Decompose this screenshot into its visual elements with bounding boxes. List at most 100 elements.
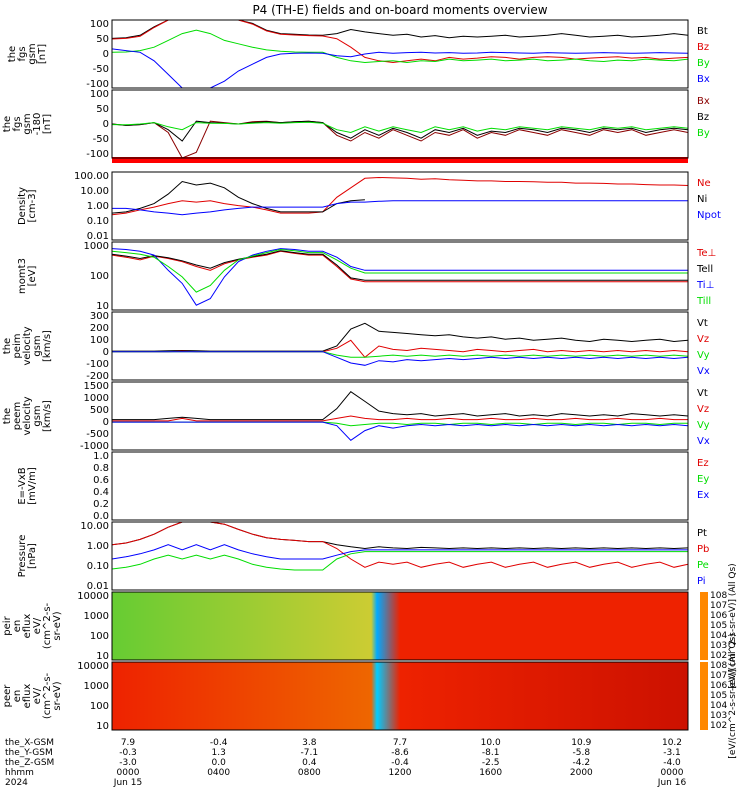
series-Bz (111, 19, 689, 64)
series-Tell (111, 250, 688, 281)
legend-Pi: Pi (697, 576, 706, 587)
panel-frame (111, 19, 689, 89)
series-Pb (111, 521, 689, 568)
y-tick-label: 0.6 (93, 475, 109, 486)
series-Pe (111, 551, 688, 571)
y-tick-label: 100 (90, 271, 109, 282)
y-axis-label-line: velocity (22, 396, 33, 435)
legend-Bx: Bx (697, 74, 710, 85)
y-axis-label-line: gsm (22, 113, 33, 134)
legend-Pt: Pt (697, 528, 707, 539)
y-tick-label: 300 (90, 311, 109, 322)
y-tick-label: 0.01 (87, 231, 109, 242)
x-axis-value: -3.1 (663, 748, 681, 758)
y-axis-label-line: eV/ (32, 687, 43, 704)
y-tick-label: 10000 (77, 661, 109, 672)
y-tick-label: 10 (96, 721, 109, 732)
legend-By: By (697, 128, 710, 139)
y-axis-label: thepeimvelocitygsm[km/s] (2, 326, 53, 365)
heatmap-fill (112, 662, 688, 730)
legend-Ez: Ez (697, 458, 709, 469)
x-axis-value: 1200 (389, 768, 412, 778)
y-tick-label: 50 (96, 34, 109, 45)
y-axis-label: momt3[eV] (17, 258, 38, 294)
y-tick-label: 100 (90, 89, 109, 100)
series-Bx (111, 48, 689, 89)
colorbar-tick: 108 (710, 661, 727, 671)
legend-Tell: Tell (696, 264, 713, 275)
y-tick-label: 10 (96, 301, 109, 312)
x-axis-value: Jun 15 (113, 778, 142, 788)
legend-Vy: Vy (697, 420, 710, 431)
y-tick-label: 1500 (84, 381, 109, 392)
y-tick-label: 10.00 (80, 186, 109, 197)
y-axis-label-line: gsm (27, 43, 38, 64)
panels: BtBzByBx100500-50-100thefgsgsm[nT]BxBzBy… (0, 19, 738, 759)
y-tick-label: 1000 (84, 393, 109, 404)
x-axis-value: 7.9 (121, 738, 136, 748)
series-Ni (111, 180, 365, 214)
y-tick-label: 1.00 (87, 541, 109, 552)
legend-Ne: Ne (697, 178, 711, 189)
y-tick-label: 1.0 (93, 451, 109, 462)
y-tick-label: 1.00 (87, 201, 109, 212)
legend-Bz: Bz (697, 112, 709, 123)
series-Till (111, 248, 688, 293)
y-axis-label-line: the (2, 116, 13, 132)
x-axis-value: -0.4 (210, 738, 228, 748)
x-axis-value: 0800 (298, 768, 321, 778)
y-tick-label: 10.00 (80, 521, 109, 532)
series-By (111, 121, 689, 134)
legend-Bt: Bt (697, 26, 708, 37)
x-axis-value: -7.1 (301, 748, 319, 758)
colorbar (700, 662, 708, 730)
y-tick-label: 0.01 (87, 581, 109, 592)
heatmap-fill (112, 592, 688, 660)
colorbar-tick: 104 (710, 631, 727, 641)
y-axis-label-line: fgs (12, 116, 23, 131)
x-axis-value: 1.3 (212, 748, 226, 758)
y-axis-label-line: en (12, 690, 23, 703)
y-tick-label: 0 (103, 119, 109, 130)
y-tick-label: 0.10 (87, 216, 109, 227)
x-axis-value: 1600 (479, 768, 502, 778)
x-axis-row-label: hhmm (5, 768, 34, 778)
y-axis-label-line: peem (12, 402, 23, 430)
series-Vt (112, 322, 689, 352)
series-Bz (111, 120, 689, 142)
y-tick-label: 200 (90, 323, 109, 334)
panel-density: Ne Ni Npot 100.00 10.00 1.00 0.10 0.01 Density[c… (17, 171, 721, 242)
y-axis-label-line: the (0, 688, 3, 704)
series-Vz (112, 339, 689, 358)
y-tick-label: 0.0 (93, 511, 109, 522)
y-axis-label-line: Pressure (17, 535, 28, 578)
colorbar-tick: 102 (710, 721, 727, 731)
y-axis-label-line: fgs (17, 46, 28, 61)
x-axis-row-label: the_X-GSM (5, 738, 54, 748)
y-axis-label-line: peir (2, 615, 13, 635)
legend-Ti⊥: Ti⊥ (696, 280, 714, 291)
colorbar-tick: 106 (710, 681, 727, 691)
panel-frame (111, 521, 689, 591)
y-axis-label-line: (cm^2-s- (42, 672, 53, 719)
x-axis-value: -4.0 (663, 758, 681, 768)
series-Bt (111, 19, 689, 39)
y-tick-label: 0.8 (93, 463, 109, 474)
colorbar (700, 592, 708, 660)
x-axis-value: -8.1 (482, 748, 500, 758)
x-axis-value: 0.0 (212, 758, 227, 768)
x-axis-value: Jun 16 (657, 778, 687, 788)
series-Pi (111, 544, 688, 560)
legend-Npot: Npot (697, 210, 721, 221)
y-tick-label: 500 (90, 405, 109, 416)
x-axis-value: 0000 (661, 768, 684, 778)
y-axis-label-line: [km/s] (42, 400, 53, 432)
y-axis-label-line: peim (12, 333, 23, 358)
y-axis-label-line: Density (17, 187, 28, 225)
series-Vx (112, 351, 689, 366)
panel-frame (111, 241, 689, 311)
y-axis-label-line: gsm (32, 405, 43, 426)
y-tick-label: 0.2 (93, 499, 109, 510)
x-axis-value: -4.2 (573, 758, 591, 768)
